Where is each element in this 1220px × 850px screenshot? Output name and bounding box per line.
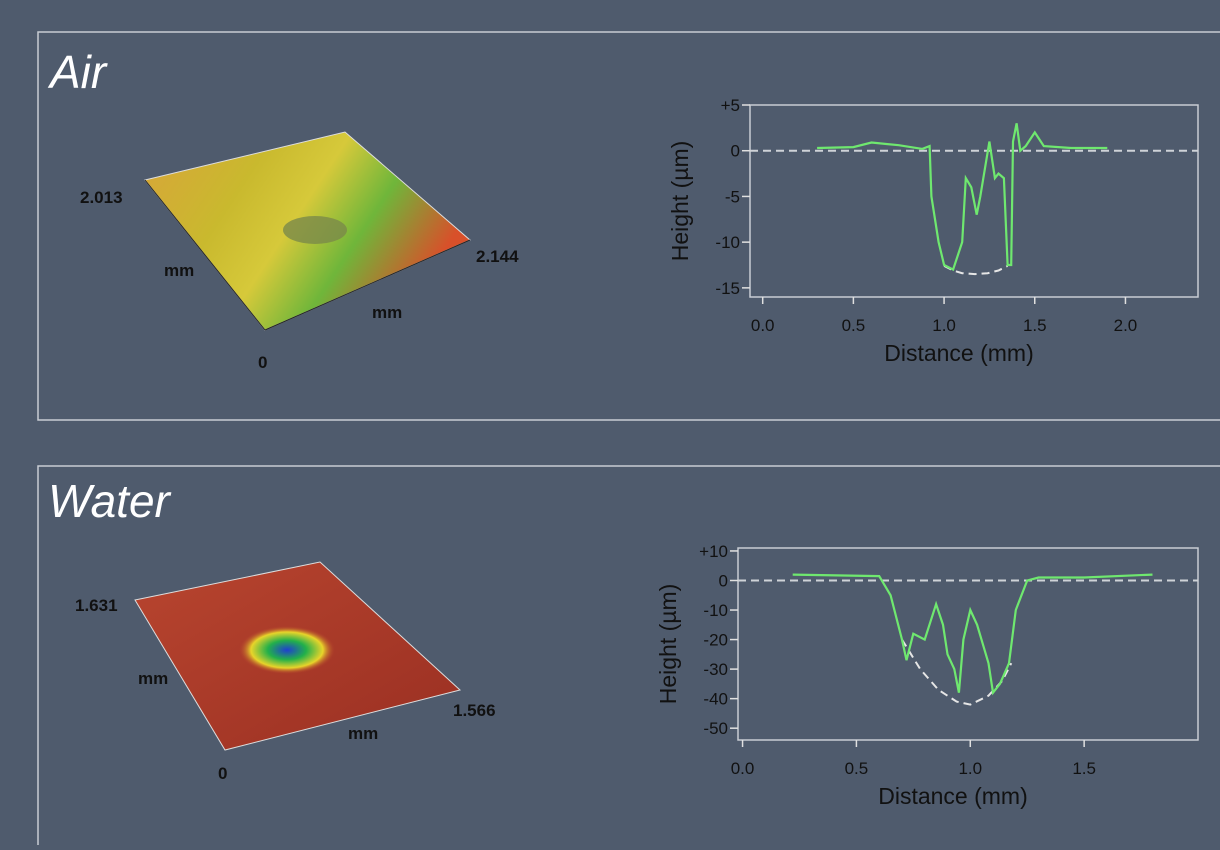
profile-line	[793, 575, 1153, 693]
y-tick-label: 0	[731, 142, 740, 161]
surface-label: mm	[348, 724, 378, 743]
panel-title: Water	[48, 475, 172, 527]
x-tick-label: 1.0	[932, 316, 956, 335]
x-tick-label: 2.0	[1114, 316, 1138, 335]
x-tick-label: 0.5	[842, 316, 866, 335]
surface-label: 0	[258, 353, 267, 372]
y-tick-label: -15	[715, 279, 740, 298]
y-tick-label: 0	[719, 571, 728, 590]
surface-3d	[135, 562, 460, 750]
surface-label: 1.566	[453, 701, 496, 720]
y-tick-label: -30	[703, 660, 728, 679]
surface-label: mm	[138, 669, 168, 688]
y-axis-label: Height (µm)	[655, 584, 681, 705]
y-tick-label: -10	[703, 601, 728, 620]
surface-label: 0	[218, 764, 227, 783]
y-tick-label: +10	[699, 542, 728, 561]
y-tick-label: -50	[703, 719, 728, 738]
x-tick-label: 0.0	[751, 316, 775, 335]
y-tick-label: -40	[703, 690, 728, 709]
panel-title: Air	[47, 46, 108, 98]
x-tick-label: 1.5	[1023, 316, 1047, 335]
slide: Air Water 2.013 mm 2.144 mm 0 1.631 mm 1…	[0, 0, 1220, 845]
surface-label: 1.631	[75, 596, 118, 615]
y-axis-label: Height (µm)	[667, 141, 693, 262]
surface-label: 2.144	[476, 247, 519, 266]
y-tick-label: -10	[715, 233, 740, 252]
x-tick-label: 1.0	[958, 759, 982, 778]
y-tick-label: -5	[725, 187, 740, 206]
surface-label: mm	[372, 303, 402, 322]
x-tick-label: 0.5	[845, 759, 869, 778]
profile-line	[817, 123, 1107, 269]
x-tick-label: 0.0	[731, 759, 755, 778]
x-axis-label: Distance (mm)	[878, 783, 1028, 809]
surface-label: 2.013	[80, 188, 123, 207]
x-tick-label: 1.5	[1072, 759, 1096, 778]
profile-line	[902, 640, 1011, 705]
y-tick-label: +5	[721, 96, 740, 115]
surface-3d	[145, 132, 470, 330]
surface-label: mm	[164, 261, 194, 280]
y-tick-label: -20	[703, 631, 728, 650]
plot-frame	[738, 548, 1198, 740]
x-axis-label: Distance (mm)	[884, 340, 1034, 366]
